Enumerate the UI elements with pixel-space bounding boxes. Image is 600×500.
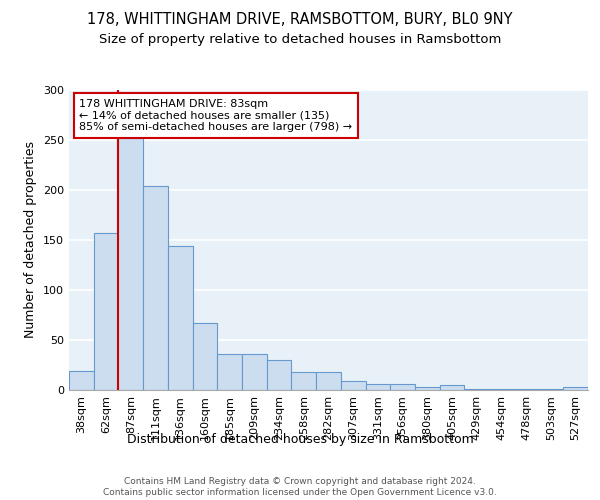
Text: 178, WHITTINGHAM DRIVE, RAMSBOTTOM, BURY, BL0 9NY: 178, WHITTINGHAM DRIVE, RAMSBOTTOM, BURY… <box>87 12 513 28</box>
Bar <box>514 389 539 390</box>
Bar <box>118 138 143 390</box>
Bar <box>217 354 242 390</box>
Bar <box>563 387 588 390</box>
Bar <box>94 233 118 390</box>
Bar <box>464 389 489 390</box>
Bar <box>292 372 316 390</box>
Bar <box>267 360 292 390</box>
Bar <box>539 389 563 390</box>
Text: Contains HM Land Registry data © Crown copyright and database right 2024.
Contai: Contains HM Land Registry data © Crown c… <box>103 478 497 497</box>
Bar <box>168 246 193 390</box>
Text: Distribution of detached houses by size in Ramsbottom: Distribution of detached houses by size … <box>127 432 473 446</box>
Bar <box>365 384 390 390</box>
Text: Size of property relative to detached houses in Ramsbottom: Size of property relative to detached ho… <box>99 32 501 46</box>
Bar <box>341 381 365 390</box>
Bar <box>440 385 464 390</box>
Bar <box>415 387 440 390</box>
Bar <box>242 354 267 390</box>
Bar <box>69 371 94 390</box>
Bar <box>390 384 415 390</box>
Text: 178 WHITTINGHAM DRIVE: 83sqm
← 14% of detached houses are smaller (135)
85% of s: 178 WHITTINGHAM DRIVE: 83sqm ← 14% of de… <box>79 99 353 132</box>
Y-axis label: Number of detached properties: Number of detached properties <box>25 142 37 338</box>
Bar <box>193 323 217 390</box>
Bar <box>316 372 341 390</box>
Bar <box>489 389 514 390</box>
Bar <box>143 186 168 390</box>
